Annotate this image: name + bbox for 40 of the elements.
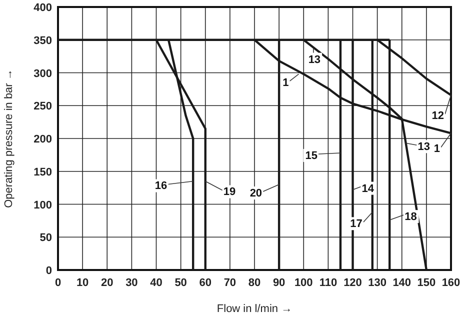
annotation: 19 bbox=[223, 186, 236, 198]
y-tick-label: 50 bbox=[40, 232, 52, 244]
y-tick-label: 100 bbox=[34, 199, 52, 212]
x-tick-label: 120 bbox=[344, 277, 362, 289]
x-tick-label: 20 bbox=[101, 277, 114, 289]
annotation: 20 bbox=[250, 188, 262, 200]
x-tick-label: 130 bbox=[368, 277, 386, 289]
annotation: 14 bbox=[362, 182, 375, 195]
x-tick-label: 40 bbox=[150, 277, 162, 289]
annotation: 16 bbox=[154, 180, 168, 192]
x-tick-label: 110 bbox=[319, 277, 338, 289]
x-tick-label: 100 bbox=[294, 277, 313, 289]
annotation: 1 bbox=[434, 143, 440, 156]
x-tick-label: 10 bbox=[76, 277, 89, 289]
x-tick-label: 160 bbox=[442, 277, 460, 289]
y-tick-label: 350 bbox=[34, 34, 52, 47]
x-axis-title: Flow in l/min → bbox=[216, 303, 292, 315]
annotation: 1 bbox=[282, 77, 289, 90]
y-tick-label: 200 bbox=[34, 134, 52, 146]
x-tick-label: 50 bbox=[174, 277, 187, 289]
y-axis-title: Operating pressure in bar → bbox=[3, 69, 15, 208]
x-tick-label: 140 bbox=[392, 277, 412, 289]
x-tick-label: 60 bbox=[199, 277, 212, 289]
annotation: 13 bbox=[418, 141, 430, 154]
annotation: 17 bbox=[350, 218, 362, 230]
x-tick-label: 90 bbox=[272, 277, 286, 289]
annotation: 12 bbox=[432, 110, 444, 122]
annotation: 15 bbox=[305, 150, 318, 162]
y-tick-label: 300 bbox=[34, 68, 52, 80]
x-tick-label: 80 bbox=[248, 277, 261, 289]
x-tick-label: 70 bbox=[224, 277, 236, 289]
x-tick-label: 30 bbox=[126, 277, 138, 289]
x-tick-label: 150 bbox=[417, 277, 436, 289]
y-tick-label: 150 bbox=[34, 166, 52, 178]
y-tick-label: 250 bbox=[34, 100, 52, 113]
annotation: 18 bbox=[404, 211, 417, 224]
annotation: 13 bbox=[308, 54, 321, 66]
y-tick-label: 400 bbox=[34, 2, 52, 14]
x-tick-label: 0 bbox=[54, 277, 62, 289]
y-tick-label: 0 bbox=[46, 265, 52, 277]
